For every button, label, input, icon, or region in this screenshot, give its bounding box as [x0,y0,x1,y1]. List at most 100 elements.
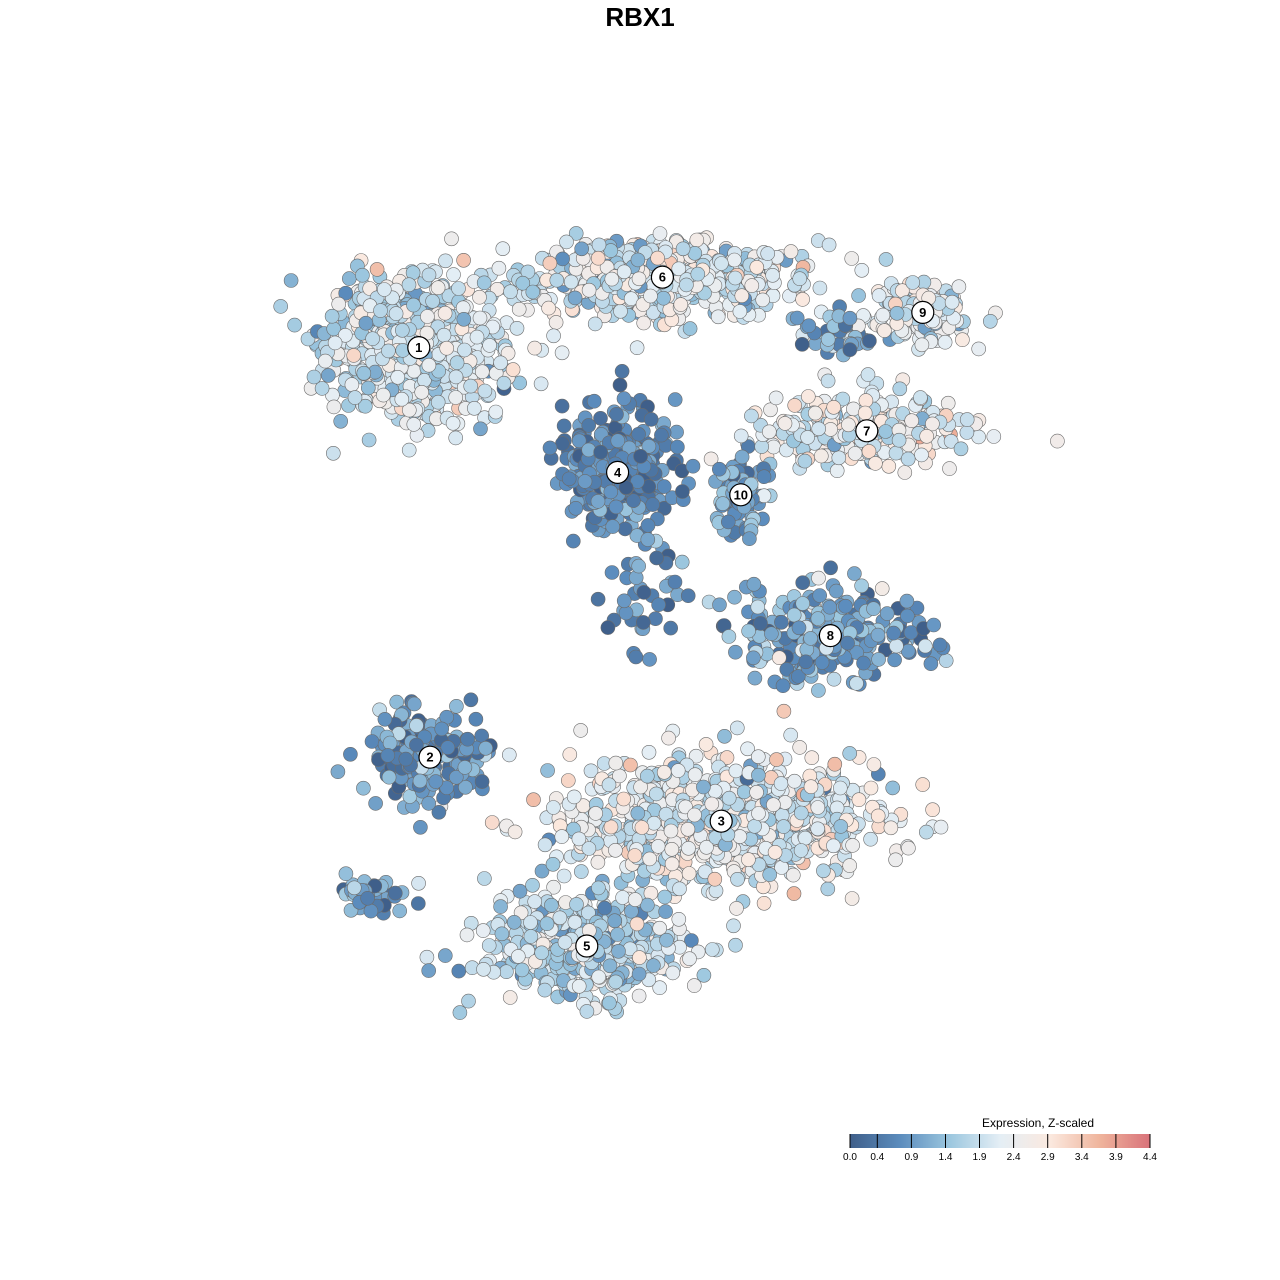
data-point [810,611,826,626]
data-point [690,266,706,282]
data-point [891,432,907,448]
data-point [381,769,397,785]
data-point [892,381,908,397]
data-point [955,332,970,348]
data-point [642,652,657,667]
data-point [476,961,491,977]
data-point [897,465,913,480]
data-point [631,988,647,1004]
data-point [870,627,886,643]
data-point [854,262,870,278]
data-point [338,866,354,882]
data-point [856,655,871,671]
data-point [420,309,435,324]
data-point [728,763,744,779]
data-point [629,340,645,356]
data-point [821,237,837,253]
legend-tick-label: 3.9 [1109,1152,1123,1163]
data-point [631,966,647,982]
data-point [421,963,437,978]
data-point [636,585,652,600]
data-point [656,479,672,494]
data-point [439,340,455,356]
data-point [346,880,362,896]
data-point [503,284,518,300]
data-point [807,405,823,421]
data-point [591,969,607,985]
data-point [525,284,541,300]
data-point [736,784,752,800]
data-point [810,800,826,815]
data-point [860,367,876,382]
data-point [783,244,799,259]
data-point [604,565,620,580]
data-point [986,429,1002,444]
data-point [729,720,745,736]
data-point [767,844,783,860]
data-point [456,252,471,268]
data-point [496,375,512,391]
data-point [688,748,704,764]
data-point [325,445,341,461]
data-point [841,417,856,433]
data-point [925,416,940,432]
data-point [488,404,504,420]
data-point [711,461,727,477]
data-point [842,310,858,326]
data-point [826,671,842,687]
data-point [612,377,628,393]
data-point [475,923,491,938]
data-point [601,995,617,1011]
data-point [634,820,650,835]
data-point [878,252,894,267]
data-point [356,780,371,796]
data-point [541,300,556,316]
data-point [468,711,484,727]
data-point [652,226,668,241]
data-point [827,756,843,772]
data-point [387,885,403,901]
data-point [1050,433,1065,449]
data-point [608,499,624,515]
data-point [546,800,561,815]
data-point [390,369,406,385]
cluster-label-text: 1 [415,340,422,355]
data-point [616,264,632,280]
data-point [579,1004,595,1019]
data-point [729,901,744,916]
data-point [810,821,826,837]
data-point [643,412,659,427]
data-point [721,629,737,644]
data-point [527,340,543,356]
data-point [507,824,523,840]
data-point [833,819,849,834]
data-point [608,842,623,858]
data-point [768,390,784,406]
data-point [727,270,743,286]
data-point [591,880,606,896]
data-point [832,780,848,796]
data-point [652,920,668,936]
data-point [826,838,841,854]
data-point [456,311,472,327]
data-point [667,392,683,407]
data-point [727,252,742,268]
data-point [751,767,766,783]
data-point [863,780,879,796]
data-point [680,588,696,604]
data-point [877,323,892,338]
data-point [394,322,410,338]
data-point [670,763,686,778]
cluster-label-2: 2 [418,745,442,769]
data-point [472,289,487,305]
cluster-label-8: 8 [818,623,843,648]
data-point [953,441,969,457]
data-point [672,881,687,897]
data-point [913,390,928,405]
data-point [597,900,613,916]
data-point [765,267,780,283]
data-point [377,711,393,727]
data-point [870,808,886,824]
data-point [959,412,975,427]
